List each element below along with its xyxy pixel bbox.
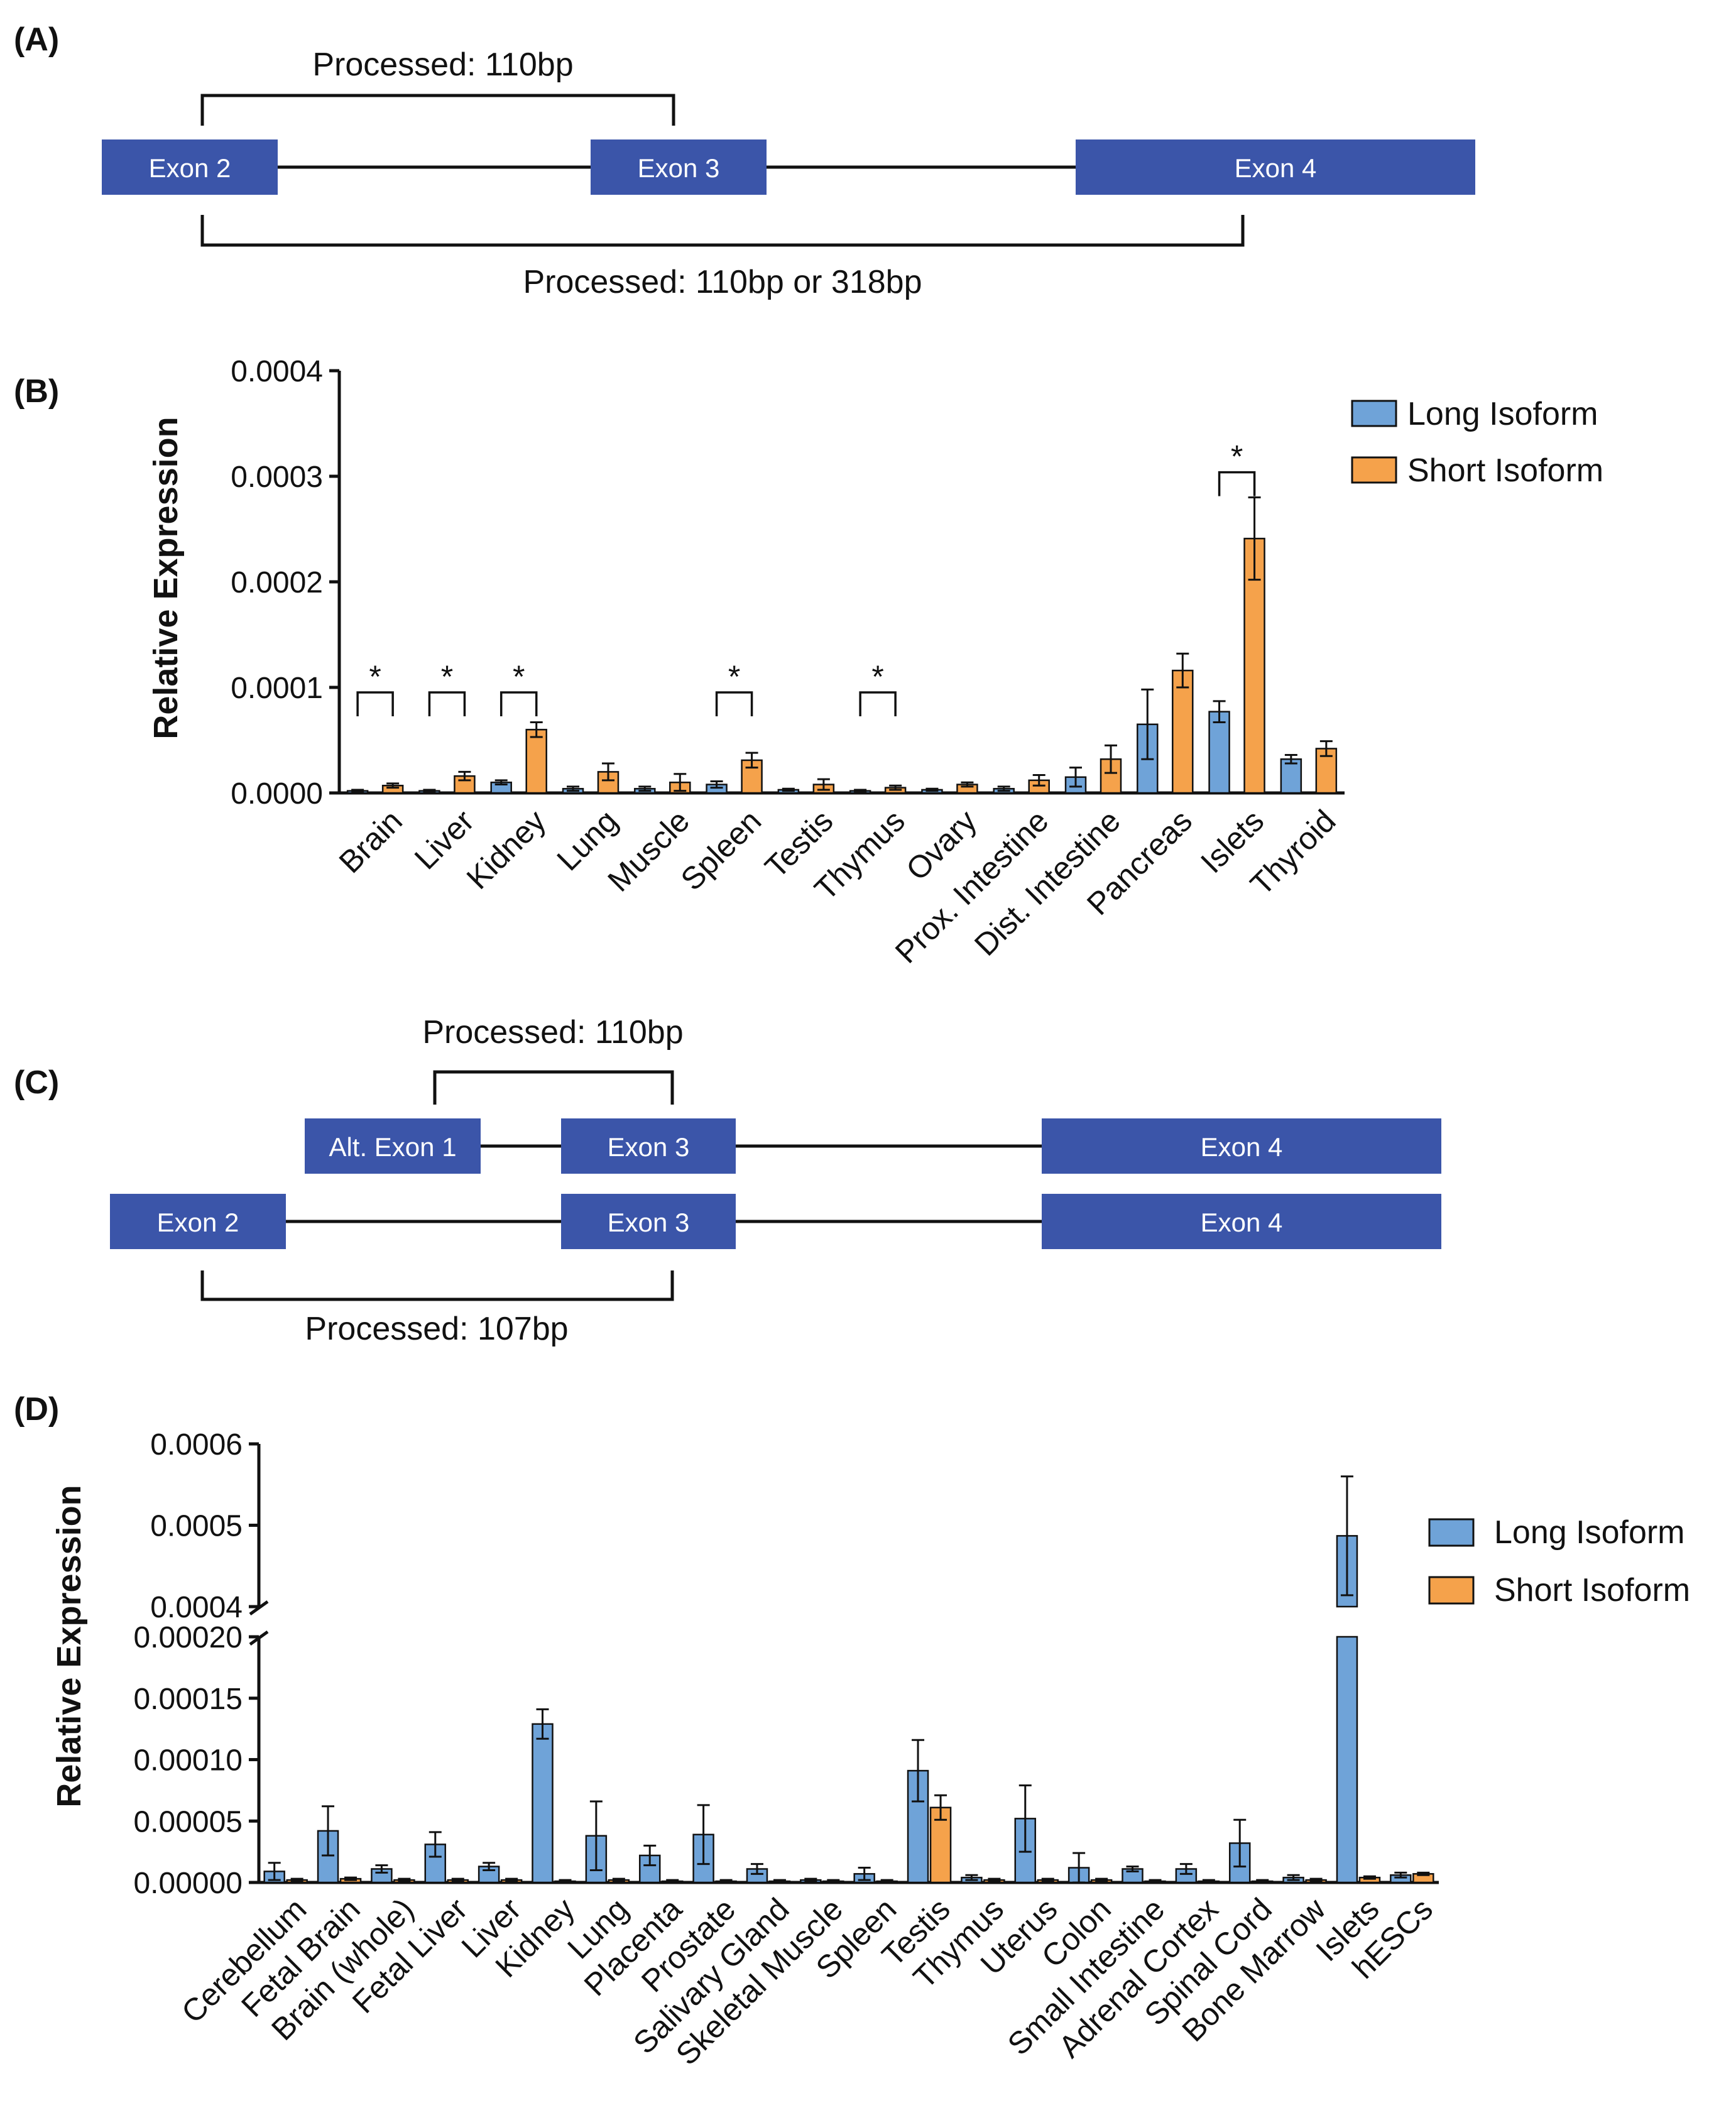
exon-4-box bbox=[1076, 139, 1475, 195]
exon-2-label: Exon 2 bbox=[149, 153, 231, 183]
panel-c-label: (C) bbox=[14, 1064, 59, 1101]
significance-brackets: * * * * * * bbox=[356, 439, 1256, 716]
y-tick-label: 0.00010 bbox=[133, 1744, 243, 1778]
y-axis-label: Relative Expression bbox=[50, 1485, 88, 1807]
alt-exon-1-label: Alt. Exon 1 bbox=[329, 1132, 456, 1162]
legend-swatch-long bbox=[1351, 400, 1397, 427]
bar-long bbox=[1336, 1636, 1358, 1884]
panel-a-label: (A) bbox=[14, 21, 59, 58]
legend: Long Isoform Short Isoform bbox=[1428, 1514, 1690, 1609]
panel-b-chart: (B) Relative Expression 0.0000 0.0001 0.00… bbox=[14, 355, 1603, 970]
exon-3-box bbox=[561, 1194, 736, 1249]
y-tick-label: 0.0003 bbox=[231, 461, 323, 494]
bar-series bbox=[346, 496, 1338, 794]
exon-4-box bbox=[1042, 1118, 1441, 1174]
significance-bracket bbox=[715, 691, 753, 716]
panel-a: (A) Exon 2 Exon 3 Exon 4 Processed: 110b… bbox=[14, 21, 1475, 300]
exon-3-label: Exon 3 bbox=[608, 1132, 690, 1162]
category-label: Brain bbox=[332, 803, 409, 880]
y-axis: 0.000000.000050.000100.000150.000200.000… bbox=[133, 1428, 1439, 1900]
legend-swatch-long bbox=[1428, 1518, 1475, 1547]
exon-4-box bbox=[1042, 1194, 1441, 1249]
y-tick-label: 0.0004 bbox=[150, 1591, 243, 1624]
significance-star: * bbox=[1231, 439, 1243, 474]
panel-b-label: (B) bbox=[14, 373, 59, 410]
category-label: Muscle bbox=[601, 803, 696, 899]
legend: Long Isoform Short Isoform bbox=[1351, 396, 1603, 489]
significance-star: * bbox=[871, 659, 883, 694]
top-bracket-label: Processed: 110bp bbox=[422, 1014, 683, 1051]
exon-4-label: Exon 4 bbox=[1201, 1132, 1283, 1162]
legend-label-long: Long Isoform bbox=[1494, 1514, 1685, 1551]
exon-2-box bbox=[110, 1194, 286, 1249]
significance-star: * bbox=[513, 659, 525, 694]
bar-short bbox=[525, 728, 547, 794]
significance-bracket bbox=[859, 691, 897, 716]
y-tick-label: 0.0006 bbox=[150, 1428, 243, 1461]
exon-3-label: Exon 3 bbox=[638, 153, 720, 183]
significance-star: * bbox=[369, 659, 381, 694]
bar-long bbox=[532, 1723, 554, 1884]
significance-bracket bbox=[1218, 471, 1256, 496]
bottom-bracket bbox=[200, 1270, 674, 1301]
y-tick-label: 0.00000 bbox=[133, 1867, 243, 1900]
significance-bracket bbox=[356, 691, 394, 716]
exon-3-box bbox=[561, 1118, 736, 1174]
top-bracket-label: Processed: 110bp bbox=[312, 46, 573, 83]
category-labels: BrainLiverKidneyLungMuscleSpleenTestisTh… bbox=[332, 803, 1343, 970]
exon-3-label: Exon 3 bbox=[608, 1208, 690, 1237]
legend-label-long: Long Isoform bbox=[1407, 396, 1598, 432]
exon-3-box bbox=[591, 139, 767, 195]
legend-label-short: Short Isoform bbox=[1407, 452, 1603, 489]
legend-swatch-short bbox=[1428, 1576, 1475, 1605]
significance-star: * bbox=[441, 659, 453, 694]
legend-swatch-short bbox=[1351, 456, 1397, 484]
bottom-bracket-label: Processed: 107bp bbox=[305, 1311, 568, 1347]
category-label: Kidney bbox=[460, 803, 553, 896]
bottom-bracket-label: Processed: 110bp or 318bp bbox=[523, 264, 922, 300]
significance-bracket bbox=[500, 691, 538, 716]
bar-short bbox=[1243, 537, 1265, 794]
y-tick-label: 0.00015 bbox=[133, 1683, 243, 1716]
alt-exon-1-box bbox=[305, 1118, 481, 1174]
panel-c: (C) Processed: 110bp Alt. Exon 1 Exon 3 … bbox=[14, 1014, 1441, 1347]
y-axis-label: Relative Expression bbox=[147, 417, 185, 739]
y-tick-label: 0.0002 bbox=[231, 566, 323, 599]
y-tick-label: 0.0001 bbox=[231, 672, 323, 705]
top-bracket bbox=[200, 94, 675, 126]
bar-long bbox=[1208, 711, 1230, 794]
y-tick-label: 0.00005 bbox=[133, 1805, 243, 1838]
y-tick-label: 0.0000 bbox=[231, 777, 323, 811]
exon-2-label: Exon 2 bbox=[157, 1208, 239, 1237]
bar-series bbox=[263, 1475, 1434, 1884]
legend-label-short: Short Isoform bbox=[1494, 1572, 1690, 1609]
y-tick-label: 0.0005 bbox=[150, 1510, 243, 1543]
category-label: Spleen bbox=[674, 803, 768, 897]
panel-d-label: (D) bbox=[14, 1391, 59, 1428]
y-tick-label: 0.0004 bbox=[231, 355, 323, 388]
top-bracket bbox=[433, 1070, 674, 1105]
significance-star: * bbox=[728, 659, 740, 694]
exon-4-label: Exon 4 bbox=[1201, 1208, 1283, 1237]
panel-d-chart: (D) Relative Expression 0.00000 0.00005 0.… bbox=[14, 1391, 1690, 2072]
y-tick-label: 0.00020 bbox=[133, 1621, 243, 1654]
exon-2-box bbox=[102, 139, 278, 195]
exon-4-label: Exon 4 bbox=[1235, 153, 1317, 183]
bar-short bbox=[1172, 669, 1194, 794]
bottom-bracket bbox=[200, 215, 1245, 247]
significance-bracket bbox=[428, 691, 466, 716]
